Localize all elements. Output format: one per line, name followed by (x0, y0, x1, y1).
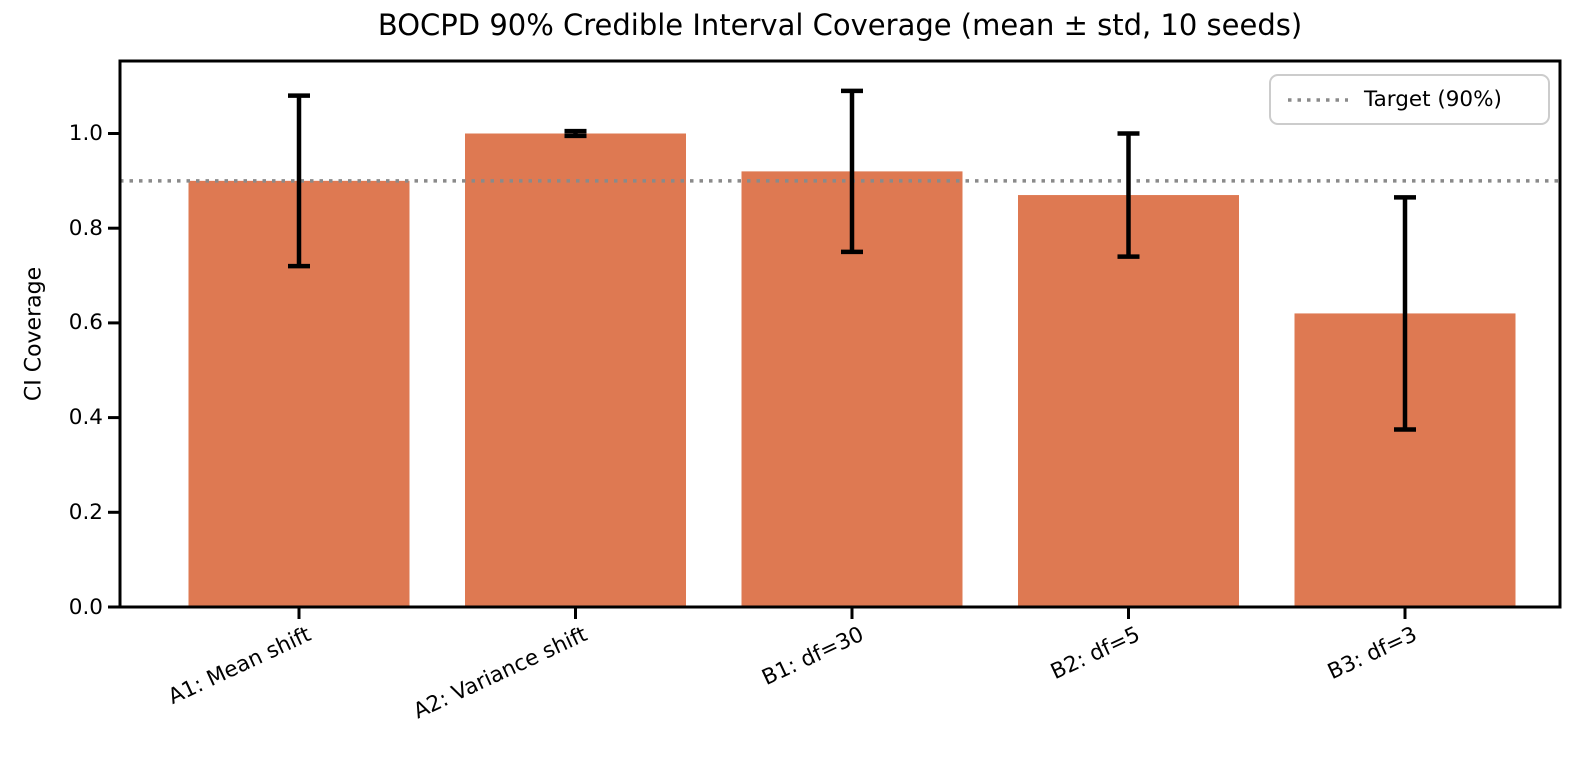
y-tick-label-1: 0.2 (68, 499, 103, 525)
target-line-legend-sample (1288, 97, 1348, 102)
y-tick-label-5: 1.0 (68, 121, 103, 146)
y-tick-label-2: 0.4 (68, 405, 103, 431)
y-tick-label-0: 0.0 (68, 594, 103, 620)
legend: Target (90%) (1269, 74, 1550, 125)
y-tick-label-3: 0.6 (68, 310, 103, 336)
legend-target-label: Target (90%) (1364, 87, 1502, 112)
chart-title: BOCPD 90% Credible Interval Coverage (me… (377, 8, 1303, 42)
bar-1 (465, 133, 686, 607)
axes-spines (118, 59, 1562, 609)
bar-3 (1018, 195, 1239, 607)
y-tick-label-4: 0.8 (68, 215, 103, 241)
